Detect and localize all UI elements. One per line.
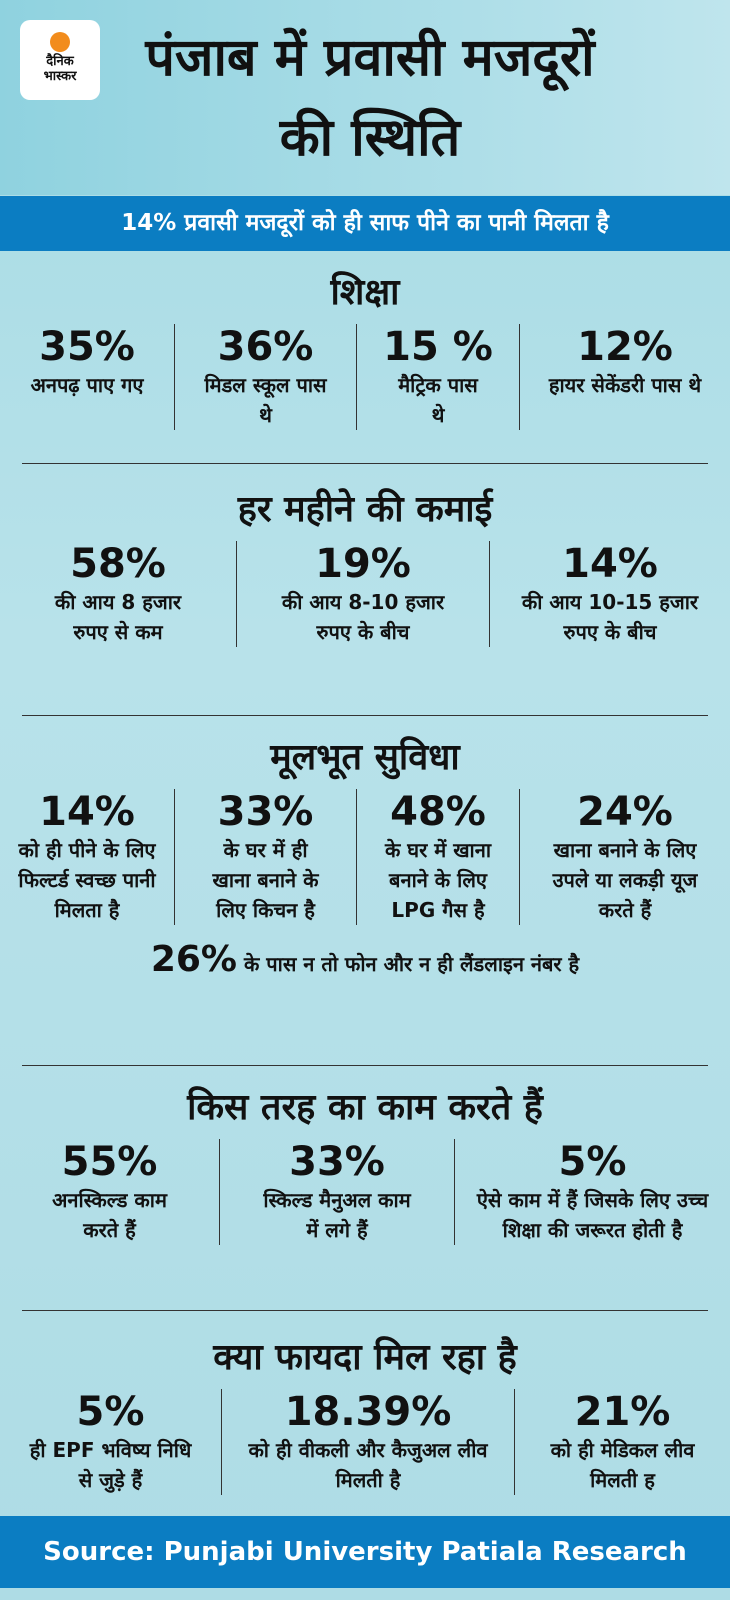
stat: 14% को ही पीने के लिए फिल्टर्ड स्वच्छ पान… — [0, 789, 175, 925]
stat: 15 % मैट्रिक पास थे — [357, 324, 520, 430]
stat-label: को ही मेडिकल लीव मिलती ह — [550, 1438, 695, 1492]
stat: 14% की आय 10-15 हजार रुपए के बीच — [490, 541, 730, 647]
stat: 33% स्किल्ड मैनुअल काम में लगे हैं — [220, 1139, 455, 1245]
stat-value: 55% — [61, 1139, 158, 1185]
stat-label: खाना बनाने के लिए उपले या लकड़ी यूज करते… — [552, 838, 698, 922]
stat-value: 12% — [577, 324, 673, 370]
stat: 24% खाना बनाने के लिए उपले या लकड़ी यूज क… — [520, 789, 730, 925]
subtitle-band: 14% प्रवासी मजदूरों को ही साफ पीने का पा… — [0, 196, 730, 251]
stat: 19% की आय 8-10 हजार रुपए के बीच — [237, 541, 490, 647]
page-title: पंजाब में प्रवासी मजदूरों की स्थिति — [145, 28, 595, 168]
stat-value: 33% — [217, 789, 314, 835]
stat-value: 48% — [390, 789, 486, 835]
stat-label: को ही पीने के लिए फिल्टर्ड स्वच्छ पानी म… — [18, 838, 156, 922]
section-work-type: किस तरह का काम करते हैं 55% अनस्किल्ड काम… — [0, 1083, 730, 1245]
stat-value: 24% — [577, 789, 673, 835]
stat-label: की आय 8 हजार रुपए से कम — [54, 590, 182, 644]
stat-label: ही EPF भविष्य निधि से जुड़े हैं — [29, 1438, 192, 1492]
stat-label: को ही वीकली और कैजुअल लीव मिलती है — [248, 1438, 488, 1492]
divider — [22, 715, 708, 716]
source-band: Source: Punjabi University Patiala Resea… — [0, 1516, 730, 1588]
stat: 36% मिडल स्कूल पास थे — [175, 324, 357, 430]
stat: 21% को ही मेडिकल लीव मिलती ह — [515, 1389, 730, 1495]
stat-label: अनस्किल्ड काम करते हैं — [52, 1188, 167, 1242]
phone-stat: 26% के पास न तो फोन और न ही लैंडलाइन नंब… — [0, 939, 730, 980]
logo-text: दैनिक — [46, 54, 74, 69]
sun-icon — [50, 32, 70, 52]
stat-value: 19% — [315, 541, 411, 587]
stat: 35% अनपढ़ पाए गए — [0, 324, 175, 430]
header: दैनिक भास्कर पंजाब में प्रवासी मजदूरों क… — [0, 0, 730, 195]
section-heading: किस तरह का काम करते हैं — [187, 1087, 543, 1128]
stat: 33% के घर में ही खाना बनाने के लिए किचन ह… — [175, 789, 357, 925]
section-heading: हर महीने की कमाई — [237, 489, 493, 530]
stat-value: 26% — [150, 939, 237, 980]
section-basic-amenities: मूलभूत सुविधा 14% को ही पीने के लिए फिल्ट… — [0, 733, 730, 980]
stat-value: 14% — [39, 789, 135, 835]
section-education: शिक्षा 35% अनपढ़ पाए गए 36% मिडल स्कूल पास… — [0, 268, 730, 430]
stat: 18.39% को ही वीकली और कैजुअल लीव मिलती है — [222, 1389, 515, 1495]
divider — [22, 463, 708, 464]
section-heading: मूलभूत सुविधा — [270, 737, 460, 778]
stat-label: हायर सेकेंडरी पास थे — [548, 373, 702, 397]
stat: 5% ही EPF भविष्य निधि से जुड़े हैं — [0, 1389, 222, 1495]
stat-label: ऐसे काम में हैं जिसके लिए उच्च शिक्षा की… — [476, 1188, 709, 1242]
stat-label: की आय 10-15 हजार रुपए के बीच — [521, 590, 699, 644]
logo-text: भास्कर — [43, 69, 77, 84]
dainik-bhaskar-logo: दैनिक भास्कर — [20, 20, 100, 100]
stat: 5% ऐसे काम में हैं जिसके लिए उच्च शिक्षा … — [455, 1139, 730, 1245]
stat: 48% के घर में खाना बनाने के लिए LPG गैस ह… — [357, 789, 520, 925]
stat-value: 21% — [574, 1389, 671, 1435]
stat: 58% की आय 8 हजार रुपए से कम — [0, 541, 237, 647]
stat-label: की आय 8-10 हजार रुपए के बीच — [281, 590, 445, 644]
stat-label: मिडल स्कूल पास थे — [204, 373, 327, 427]
stat-value: 14% — [562, 541, 658, 587]
stat-label: अनपढ़ पाए गए — [30, 373, 144, 397]
stat-value: 5% — [558, 1139, 627, 1185]
stat-label: स्किल्ड मैनुअल काम में लगे हैं — [263, 1188, 411, 1242]
stat-value: 36% — [217, 324, 314, 370]
stat-label: मैट्रिक पास थे — [398, 373, 478, 427]
divider — [22, 1065, 708, 1066]
stat-value: 18.39% — [284, 1389, 452, 1435]
stat-value: 35% — [39, 324, 135, 370]
stat-label: के पास न तो फोन और न ही लैंडलाइन नंबर है — [243, 952, 580, 976]
stat-value: 33% — [289, 1139, 385, 1185]
section-heading: शिक्षा — [330, 272, 400, 313]
section-earnings: हर महीने की कमाई 58% की आय 8 हजार रुपए से… — [0, 485, 730, 647]
divider — [22, 1310, 708, 1311]
stat-label: के घर में खाना बनाने के लिए LPG गैस है — [384, 838, 492, 922]
stat-label: के घर में ही खाना बनाने के लिए किचन है — [212, 838, 319, 922]
stat: 12% हायर सेकेंडरी पास थे — [520, 324, 730, 430]
stat: 55% अनस्किल्ड काम करते हैं — [0, 1139, 220, 1245]
stat-value: 15 % — [383, 324, 493, 370]
stat-value: 58% — [70, 541, 166, 587]
stat-value: 5% — [76, 1389, 145, 1435]
section-benefits: क्या फायदा मिल रहा है 5% ही EPF भविष्य नि… — [0, 1333, 730, 1495]
section-heading: क्या फायदा मिल रहा है — [213, 1337, 517, 1378]
